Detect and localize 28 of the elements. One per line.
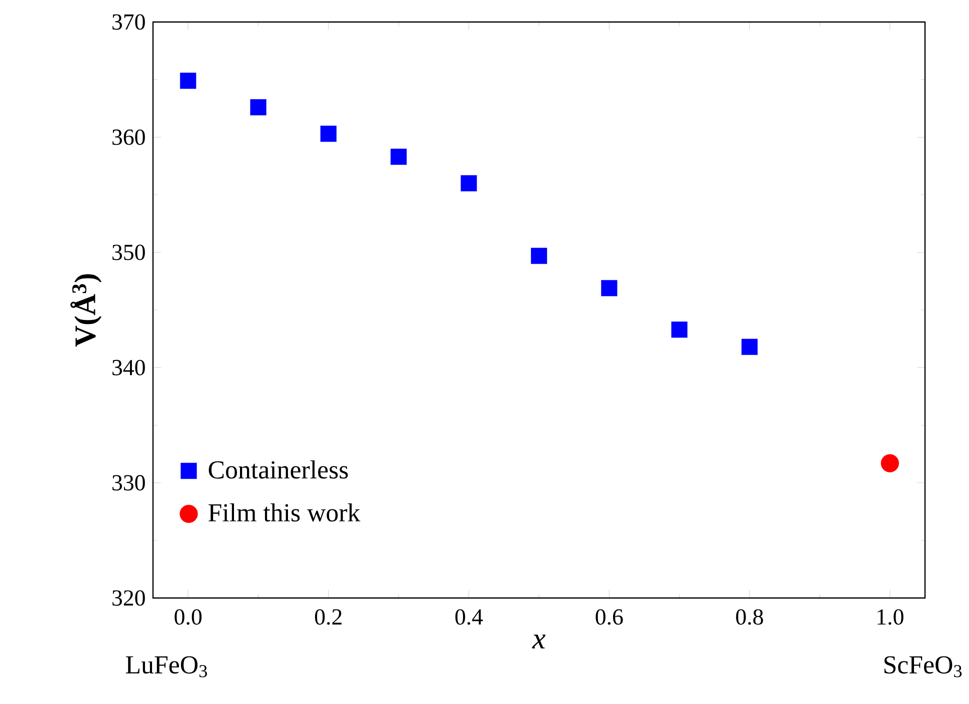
point <box>250 99 266 116</box>
y-tick-label: 320 <box>112 590 145 606</box>
y-tick-label: 340 <box>112 360 145 376</box>
point <box>460 175 477 192</box>
x-axis-title: x <box>532 634 546 648</box>
y-tick-label: 350 <box>112 244 145 260</box>
legend-label: Containerless <box>208 460 348 479</box>
point <box>671 322 688 338</box>
x-tick-label: 1.0 <box>878 609 904 625</box>
x-tick-label: 0.6 <box>596 609 623 625</box>
point <box>390 148 407 165</box>
text: LuFeO$_{3}$ <box>126 656 207 678</box>
y-tick-label: 360 <box>112 129 145 145</box>
x-tick-label: 0.0 <box>174 609 202 625</box>
point <box>180 72 196 89</box>
y-tick-label: 330 <box>112 475 145 491</box>
x-tick-label: 0.8 <box>736 609 764 625</box>
y-tick-label: 370 <box>112 14 145 30</box>
y-axis-title: V(Å$^{3}$) <box>70 274 102 347</box>
x-tick-label: 0.4 <box>455 609 483 625</box>
point <box>601 280 618 296</box>
point <box>880 454 899 472</box>
point <box>320 126 337 142</box>
legend-label: Film this work <box>208 503 360 522</box>
text: ScFeO$_{3}$ <box>884 656 962 678</box>
point <box>530 248 548 264</box>
x-tick-label: 0.2 <box>315 609 342 625</box>
point <box>741 338 758 355</box>
